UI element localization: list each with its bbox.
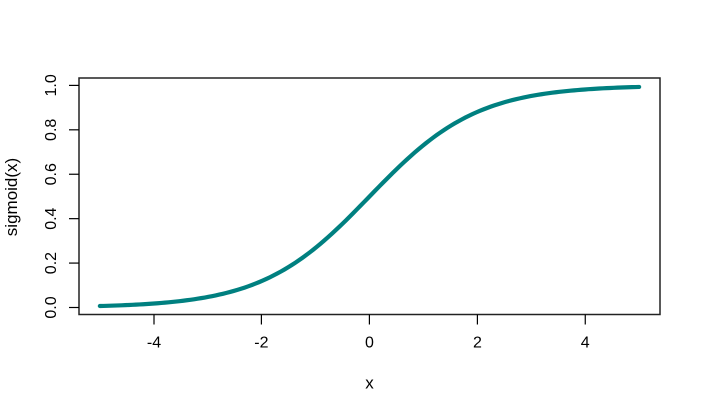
svg-text:0.8: 0.8 bbox=[43, 119, 60, 141]
svg-text:x: x bbox=[365, 374, 374, 393]
svg-text:2: 2 bbox=[473, 335, 482, 352]
svg-text:0.0: 0.0 bbox=[43, 296, 60, 318]
svg-text:1.0: 1.0 bbox=[43, 74, 60, 96]
svg-text:-2: -2 bbox=[254, 335, 268, 352]
svg-text:0.4: 0.4 bbox=[43, 207, 60, 229]
svg-text:0: 0 bbox=[365, 335, 374, 352]
svg-text:0.2: 0.2 bbox=[43, 252, 60, 274]
svg-text:4: 4 bbox=[581, 335, 590, 352]
svg-text:0.6: 0.6 bbox=[43, 163, 60, 185]
svg-text:-4: -4 bbox=[147, 335, 161, 352]
svg-text:sigmoid(x): sigmoid(x) bbox=[2, 158, 21, 236]
